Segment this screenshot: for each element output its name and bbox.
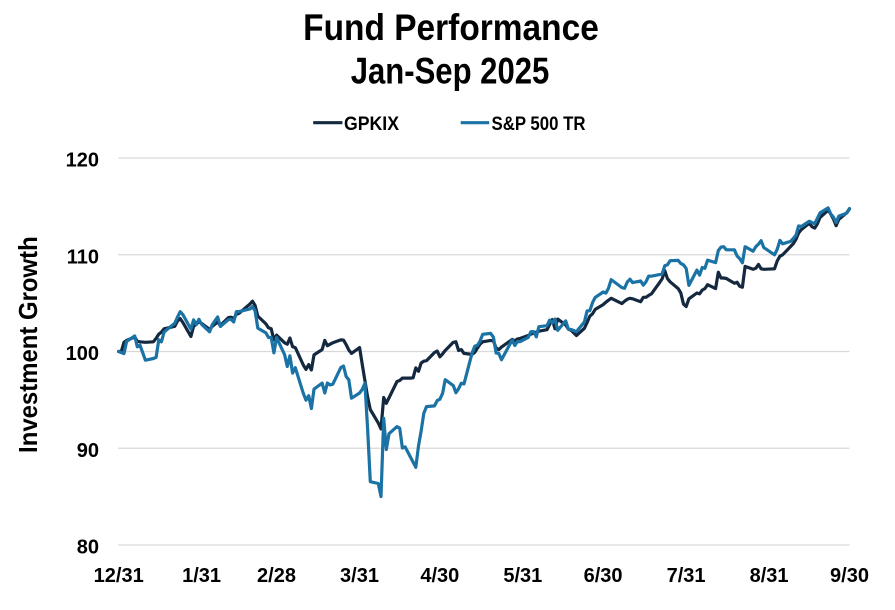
- svg-text:Fund Performance: Fund Performance: [303, 7, 599, 48]
- svg-text:Jan-Sep 2025: Jan-Sep 2025: [351, 51, 550, 92]
- svg-text:110: 110: [67, 246, 99, 268]
- svg-text:3/31: 3/31: [340, 565, 379, 587]
- svg-text:7/31: 7/31: [667, 565, 706, 587]
- svg-text:12/31: 12/31: [94, 565, 144, 587]
- svg-text:S&P 500 TR: S&P 500 TR: [492, 114, 586, 135]
- svg-text:6/30: 6/30: [584, 565, 623, 587]
- svg-text:2/28: 2/28: [257, 565, 296, 587]
- svg-text:80: 80: [77, 537, 99, 559]
- svg-text:8/31: 8/31: [750, 565, 789, 587]
- svg-text:100: 100: [66, 343, 99, 365]
- svg-text:9/30: 9/30: [830, 565, 869, 587]
- svg-text:GPKIX: GPKIX: [344, 114, 399, 135]
- svg-text:4/30: 4/30: [420, 565, 459, 587]
- svg-text:90: 90: [77, 440, 99, 462]
- svg-text:Investment Growth: Investment Growth: [13, 236, 43, 453]
- svg-text:120: 120: [66, 150, 99, 172]
- svg-text:5/31: 5/31: [503, 565, 542, 587]
- svg-text:1/31: 1/31: [182, 565, 221, 587]
